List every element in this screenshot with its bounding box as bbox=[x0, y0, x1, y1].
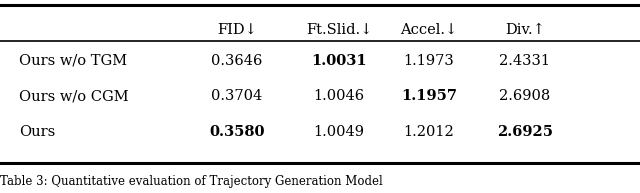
Text: Accel.↓: Accel.↓ bbox=[400, 23, 458, 37]
Text: 0.3646: 0.3646 bbox=[211, 54, 262, 68]
Text: FID↓: FID↓ bbox=[217, 23, 257, 37]
Text: 2.6925: 2.6925 bbox=[497, 125, 553, 139]
Text: 1.1957: 1.1957 bbox=[401, 90, 457, 103]
Text: 0.3704: 0.3704 bbox=[211, 90, 262, 103]
Text: Div.↑: Div.↑ bbox=[505, 23, 545, 37]
Text: Ours: Ours bbox=[19, 125, 56, 139]
Text: 1.1973: 1.1973 bbox=[403, 54, 454, 68]
Text: Ft.Slid.↓: Ft.Slid.↓ bbox=[306, 23, 372, 37]
Text: 1.0049: 1.0049 bbox=[314, 125, 365, 139]
Text: Ours w/o TGM: Ours w/o TGM bbox=[19, 54, 127, 68]
Text: 0.3580: 0.3580 bbox=[209, 125, 264, 139]
Text: 2.4331: 2.4331 bbox=[499, 54, 550, 68]
Text: 1.0031: 1.0031 bbox=[312, 54, 367, 68]
Text: 1.2012: 1.2012 bbox=[403, 125, 454, 139]
Text: 2.6908: 2.6908 bbox=[499, 90, 550, 103]
Text: Table 3: Quantitative evaluation of Trajectory Generation Model: Table 3: Quantitative evaluation of Traj… bbox=[0, 175, 383, 188]
Text: 1.0046: 1.0046 bbox=[314, 90, 365, 103]
Text: Ours w/o CGM: Ours w/o CGM bbox=[19, 90, 129, 103]
